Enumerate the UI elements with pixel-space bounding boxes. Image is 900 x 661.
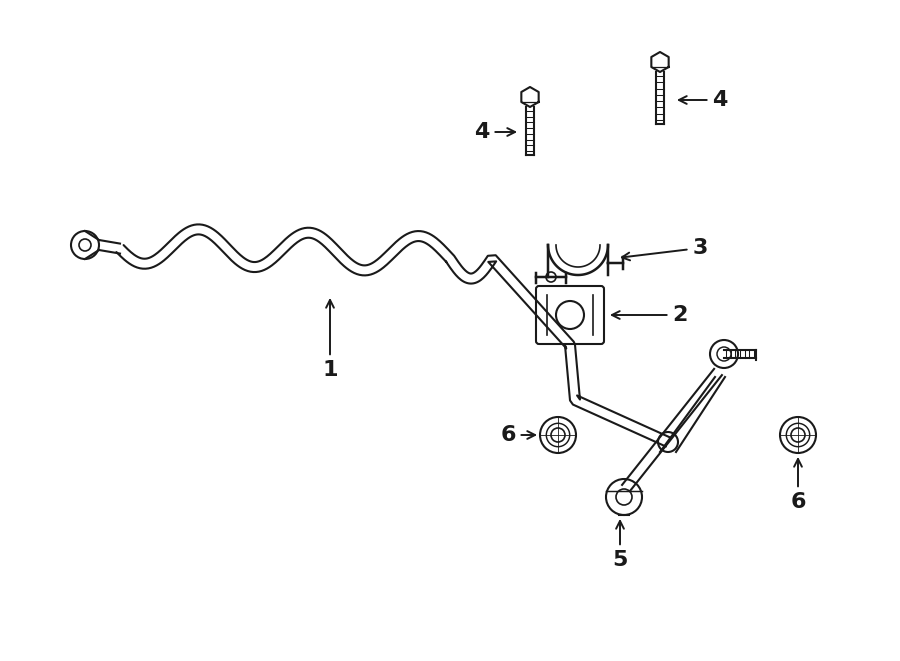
Text: 6: 6 (500, 425, 535, 445)
Text: 2: 2 (612, 305, 688, 325)
Text: 4: 4 (474, 122, 515, 142)
Text: 1: 1 (322, 300, 338, 380)
Text: 3: 3 (622, 238, 707, 260)
Text: 6: 6 (790, 459, 806, 512)
Text: 4: 4 (679, 90, 728, 110)
Text: 5: 5 (612, 521, 627, 570)
